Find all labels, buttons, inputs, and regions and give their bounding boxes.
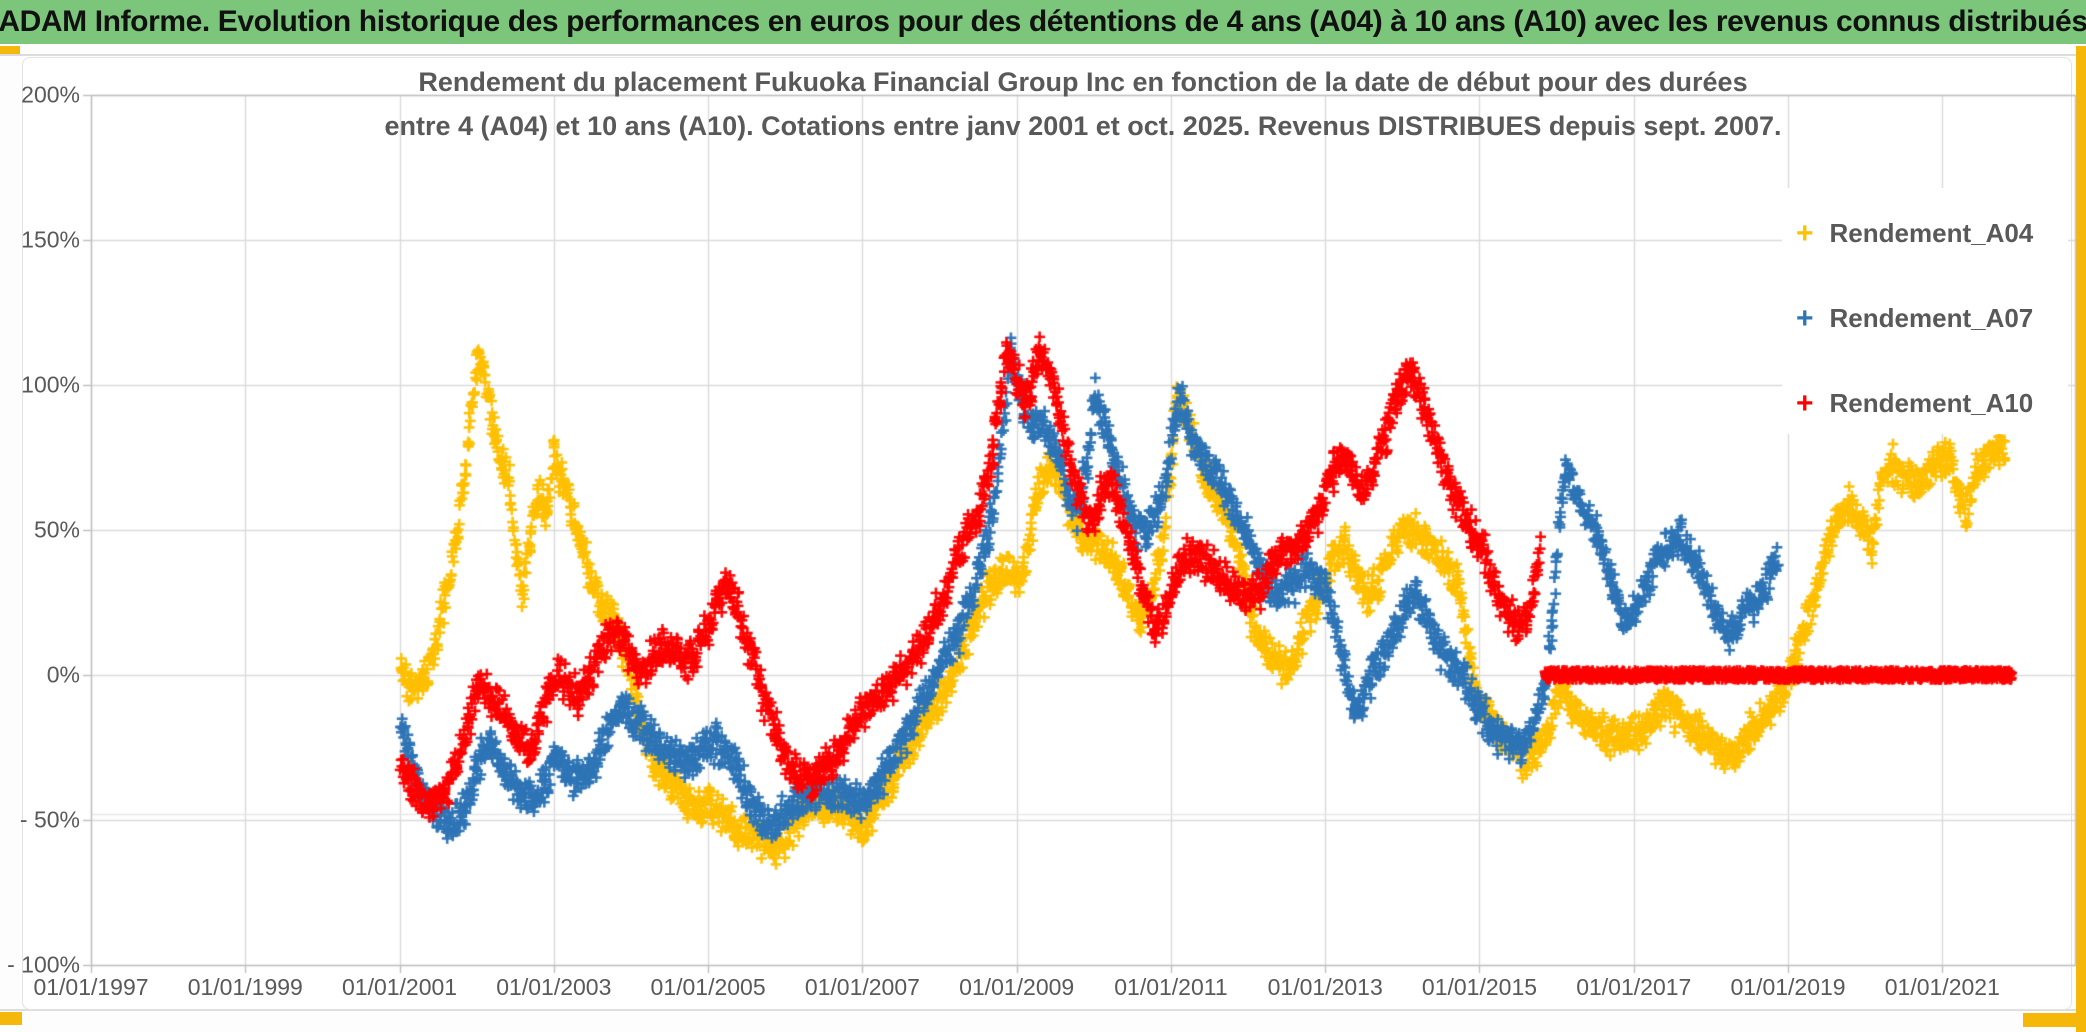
legend-label-a07: Rendement_A07 (1829, 303, 2034, 333)
plus-marker-icon-a04: + (1796, 216, 1814, 250)
y-axis-tick-label: - 100% (7, 951, 80, 978)
x-axis-tick-label: 01/01/2015 (1421, 974, 1538, 1000)
plus-marker-icon-a07: + (1796, 301, 1814, 335)
y-axis-tick-label: 0% (46, 661, 80, 688)
x-axis-tick-label: 01/01/2021 (1884, 974, 2000, 1000)
legend-item-a10: + Rendement_A10 (1796, 388, 2033, 419)
x-axis-tick-label: 01/01/2019 (1730, 974, 1846, 1000)
x-axis-tick-label: 01/01/2009 (959, 974, 1075, 1000)
chart-title-line1: Rendement du placement Fukuoka Financial… (418, 67, 1748, 97)
plus-marker-icon-a10: + (1796, 386, 1814, 420)
y-axis-tick-label: - 50% (19, 806, 80, 833)
legend-label-a04: Rendement_A04 (1829, 218, 2034, 248)
chart-title-line2: entre 4 (A04) et 10 ans (A10). Cotations… (384, 111, 1782, 141)
y-axis-tick-label: 50% (33, 516, 80, 543)
legend-item-a04: + Rendement_A04 (1796, 218, 2033, 249)
x-axis-tick-label: 01/01/2007 (804, 974, 920, 1000)
y-axis-tick-label: 100% (21, 371, 80, 398)
x-axis-tick-label: 01/01/2005 (650, 974, 766, 1000)
x-axis-tick-label: 01/01/2011 (1114, 974, 1228, 1000)
x-axis-tick-label: 01/01/1999 (187, 974, 303, 1000)
x-axis-tick-label: 01/01/2017 (1576, 974, 1692, 1000)
legend-label-a10: Rendement_A10 (1829, 388, 2034, 418)
x-axis-tick-label: 01/01/2001 (341, 974, 458, 1000)
y-axis-tick-label: 150% (21, 226, 80, 253)
y-axis-tick-label: 200% (21, 81, 80, 108)
x-axis-tick-label: 01/01/2003 (496, 974, 612, 1000)
x-axis-tick-label: 01/01/1997 (33, 974, 149, 1000)
legend: + Rendement_A04 + Rendement_A07 + Rendem… (1782, 188, 2068, 434)
chart-title: Rendement du placement Fukuoka Financial… (91, 60, 2075, 148)
legend-item-a07: + Rendement_A07 (1796, 303, 2033, 334)
x-axis-tick-label: 01/01/2013 (1267, 974, 1383, 1000)
